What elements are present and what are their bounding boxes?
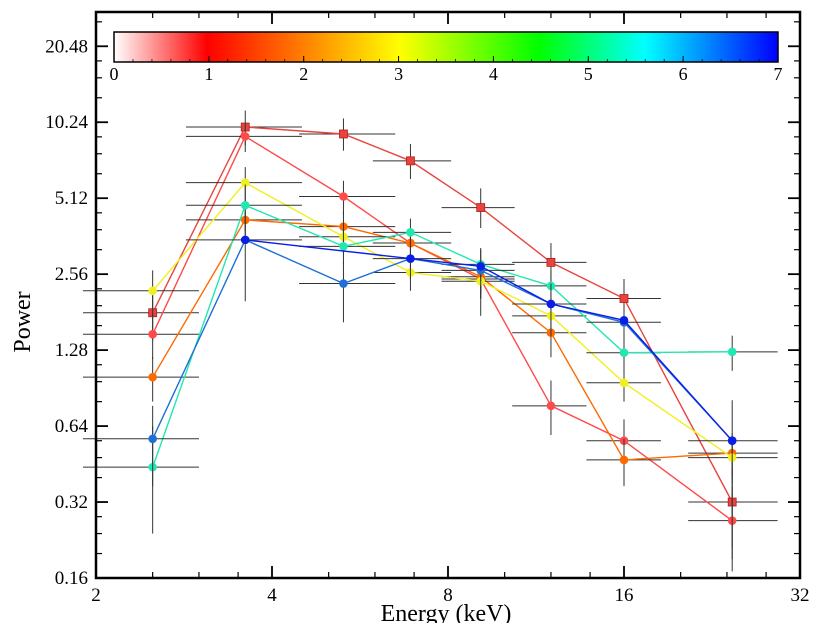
series-5 <box>82 212 778 549</box>
data-point <box>476 262 486 271</box>
series-3 <box>82 167 778 484</box>
x-tick-label: 16 <box>615 585 634 606</box>
series-line <box>152 126 733 503</box>
data-point <box>619 455 629 465</box>
series-6 <box>240 235 737 446</box>
colorbar-tick-label: 1 <box>204 64 213 84</box>
data-point <box>619 378 629 388</box>
series-0 <box>82 110 778 572</box>
axes: 2 4 8 16 320.160.320.641.282.565.1210.2420.4… <box>45 10 810 606</box>
data-point <box>339 129 348 139</box>
data-point <box>148 372 157 382</box>
data-point <box>148 434 157 444</box>
series-line <box>245 239 733 442</box>
data-point <box>727 436 737 446</box>
data-point <box>406 228 415 237</box>
x-tick-label: 32 <box>791 585 810 606</box>
data-point <box>476 203 486 212</box>
data-point <box>148 286 157 296</box>
y-axis-title: Power <box>10 291 36 352</box>
data-point <box>727 347 737 357</box>
y-tick-label: 1.28 <box>55 340 88 361</box>
series-4 <box>82 184 778 534</box>
x-axis-title: Energy (keV) <box>381 601 512 623</box>
data-point <box>619 316 629 325</box>
x-tick-label: 2 <box>91 585 101 606</box>
series-1 <box>82 122 778 560</box>
x-tick-label: 8 <box>443 585 453 606</box>
series-line <box>152 219 733 461</box>
data-point <box>339 279 348 288</box>
data-point <box>240 235 250 245</box>
y-tick-label: 20.48 <box>45 36 88 57</box>
data-point <box>406 254 415 263</box>
plot-area <box>82 110 778 572</box>
colorbar-tick-label: 3 <box>394 64 403 84</box>
y-tick-label: 10.24 <box>45 112 88 133</box>
series-line <box>152 204 733 468</box>
data-point <box>148 329 157 339</box>
colorbar-tick-label: 2 <box>299 64 308 84</box>
y-tick-label: 0.16 <box>55 568 88 589</box>
data-point <box>406 156 415 166</box>
series-2 <box>82 205 778 487</box>
data-point <box>339 242 348 251</box>
data-point <box>546 299 556 309</box>
colorbar: 0 1 2 3 4 5 6 7 <box>110 31 783 84</box>
data-point <box>619 294 629 303</box>
data-point <box>546 257 556 267</box>
colorbar-tick-label: 5 <box>584 64 593 84</box>
y-tick-label: 2.56 <box>55 264 88 285</box>
colorbar-tick-label: 6 <box>679 64 688 84</box>
y-tick-label: 0.64 <box>55 416 89 437</box>
series-line <box>152 238 733 442</box>
colorbar-tick-label: 0 <box>110 64 119 84</box>
data-point <box>546 401 556 411</box>
data-point <box>339 192 348 201</box>
colorbar-gradient <box>113 31 779 63</box>
data-point <box>619 348 629 358</box>
data-point <box>240 178 250 187</box>
series-line <box>152 181 733 459</box>
y-tick-label: 0.32 <box>55 492 88 513</box>
series-line <box>152 135 733 522</box>
y-tick-label: 5.12 <box>55 188 88 209</box>
colorbar-tick-label: 7 <box>774 64 783 84</box>
data-point <box>240 132 250 141</box>
x-tick-label: 4 <box>267 585 277 606</box>
data-point <box>240 200 250 210</box>
colorbar-tick-label: 4 <box>489 64 498 84</box>
